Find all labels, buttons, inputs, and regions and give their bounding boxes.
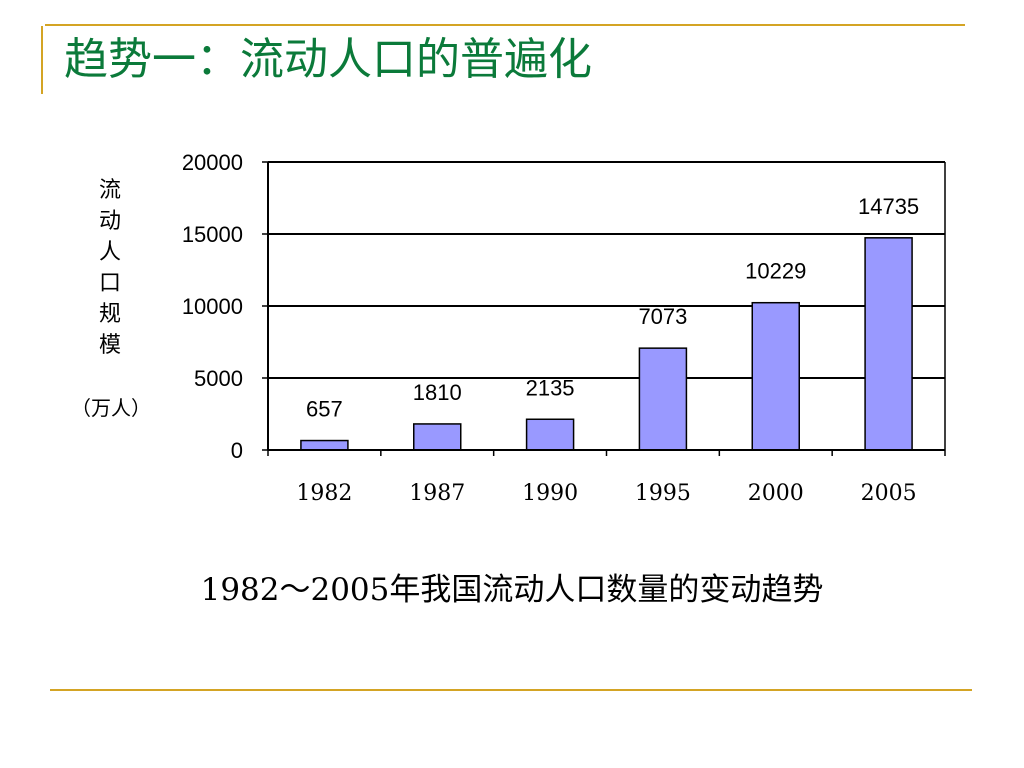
x-tick-label: 2000 — [748, 481, 804, 506]
y-tick-label: 20000 — [182, 150, 243, 175]
bar — [525, 418, 575, 451]
bottom-accent-rule — [50, 689, 972, 691]
slide-title: 趋势一：流动人口的普遍化 — [64, 34, 592, 85]
bar — [413, 423, 462, 451]
left-accent-rule — [41, 26, 43, 94]
y-tick-label: 0 — [231, 438, 243, 463]
x-tick-label: 2005 — [861, 481, 917, 506]
x-tick-label: 1990 — [522, 481, 578, 506]
bar — [864, 237, 913, 451]
y-tick-label: 5000 — [194, 366, 243, 391]
y-axis-label: 流动人口规模 — [98, 178, 121, 358]
data-label: 2135 — [526, 375, 575, 400]
data-label: 10229 — [745, 259, 806, 284]
chart-caption: 1982～2005年我国流动人口数量的变动趋势 — [200, 572, 824, 608]
bar — [638, 347, 688, 451]
y-axis-unit-label: （万人） — [71, 396, 151, 420]
y-tick-label: 10000 — [182, 294, 243, 319]
x-tick-label: 1987 — [409, 481, 465, 506]
x-tick-label: 1995 — [635, 481, 691, 506]
bar — [300, 439, 349, 451]
bar — [751, 301, 800, 451]
data-label: 7073 — [638, 304, 687, 329]
top-accent-rule — [45, 24, 965, 26]
data-label: 14735 — [858, 194, 919, 219]
x-tick-label: 1982 — [296, 481, 352, 506]
data-label: 657 — [306, 397, 343, 422]
y-tick-label: 15000 — [182, 222, 243, 247]
data-label: 1810 — [413, 380, 462, 405]
